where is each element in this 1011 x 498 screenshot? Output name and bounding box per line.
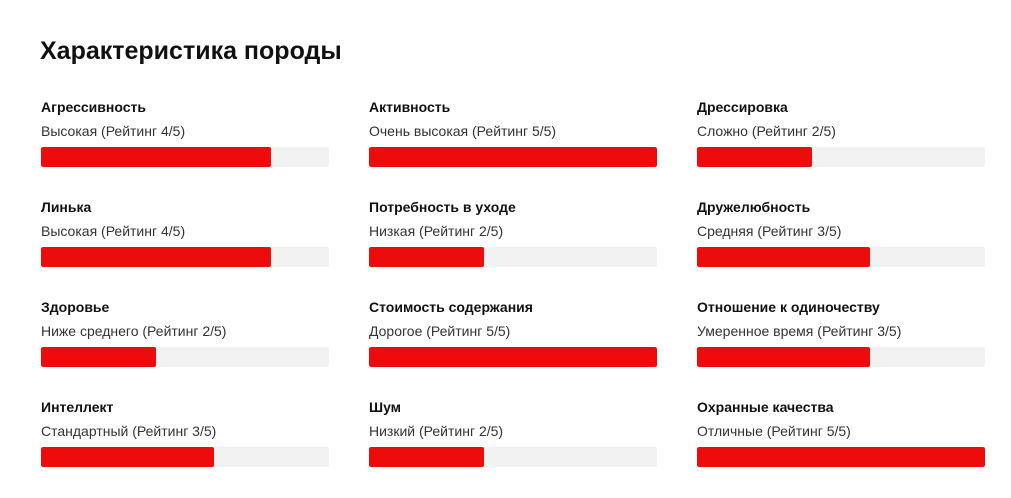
trait-maintenance-cost: Стоимость содержания Дорогое (Рейтинг 5/… (369, 298, 657, 398)
trait-noise: Шум Низкий (Рейтинг 2/5) (369, 398, 657, 498)
rating-bar-track (697, 447, 985, 467)
rating-bar-fill (697, 447, 985, 467)
trait-value: Ниже среднего (Рейтинг 2/5) (41, 323, 227, 339)
trait-name: Шум (369, 399, 402, 415)
trait-value: Очень высокая (Рейтинг 5/5) (369, 123, 557, 139)
trait-value: Низкий (Рейтинг 2/5) (369, 423, 504, 439)
rating-bar-fill (369, 147, 657, 167)
trait-name: Агрессивность (41, 99, 146, 115)
trait-name: Стоимость содержания (369, 299, 533, 315)
trait-value: Умеренное время (Рейтинг 3/5) (697, 323, 902, 339)
trait-health: Здоровье Ниже среднего (Рейтинг 2/5) (41, 298, 329, 398)
trait-value: Средняя (Рейтинг 3/5) (697, 223, 842, 239)
trait-name: Отношение к одиночеству (697, 299, 880, 315)
trait-intelligence: Интеллект Стандартный (Рейтинг 3/5) (41, 398, 329, 498)
rating-bar-fill (697, 147, 813, 167)
trait-name: Дружелюбность (697, 199, 811, 215)
trait-name: Охранные качества (697, 399, 834, 415)
rating-bar-track (369, 347, 657, 367)
trait-shedding: Линька Высокая (Рейтинг 4/5) (41, 198, 329, 298)
traits-grid: Агрессивность Высокая (Рейтинг 4/5) Акти… (41, 98, 985, 498)
rating-bar-fill (41, 247, 272, 267)
trait-value: Высокая (Рейтинг 4/5) (41, 123, 186, 139)
rating-bar-track (41, 347, 329, 367)
rating-bar-track (41, 247, 329, 267)
trait-name: Интеллект (41, 399, 114, 415)
rating-bar-track (369, 247, 657, 267)
trait-friendliness: Дружелюбность Средняя (Рейтинг 3/5) (697, 198, 985, 298)
trait-aggressiveness: Агрессивность Высокая (Рейтинг 4/5) (41, 98, 329, 198)
rating-bar-fill (41, 347, 157, 367)
trait-value: Стандартный (Рейтинг 3/5) (41, 423, 217, 439)
trait-value: Высокая (Рейтинг 4/5) (41, 223, 186, 239)
trait-name: Потребность в уходе (369, 199, 516, 215)
trait-value: Низкая (Рейтинг 2/5) (369, 223, 504, 239)
trait-value: Сложно (Рейтинг 2/5) (697, 123, 836, 139)
rating-bar-fill (369, 447, 485, 467)
rating-bar-track (697, 347, 985, 367)
section-title: Характеристика породы (40, 37, 342, 65)
rating-bar-track (41, 447, 329, 467)
trait-name: Активность (369, 99, 451, 115)
rating-bar-fill (369, 247, 485, 267)
rating-bar-track (369, 447, 657, 467)
rating-bar-fill (41, 447, 214, 467)
trait-name: Здоровье (41, 299, 110, 315)
trait-name: Линька (41, 199, 92, 215)
trait-name: Дрессировка (697, 99, 788, 115)
rating-bar-fill (369, 347, 657, 367)
rating-bar-track (697, 247, 985, 267)
rating-bar-fill (697, 347, 870, 367)
trait-trainability: Дрессировка Сложно (Рейтинг 2/5) (697, 98, 985, 198)
trait-activity: Активность Очень высокая (Рейтинг 5/5) (369, 98, 657, 198)
trait-attitude-to-loneliness: Отношение к одиночеству Умеренное время … (697, 298, 985, 398)
rating-bar-track (369, 147, 657, 167)
rating-bar-track (697, 147, 985, 167)
trait-grooming-needs: Потребность в уходе Низкая (Рейтинг 2/5) (369, 198, 657, 298)
rating-bar-fill (41, 147, 272, 167)
rating-bar-fill (697, 247, 870, 267)
rating-bar-track (41, 147, 329, 167)
trait-guarding-qualities: Охранные качества Отличные (Рейтинг 5/5) (697, 398, 985, 498)
trait-value: Отличные (Рейтинг 5/5) (697, 423, 851, 439)
trait-value: Дорогое (Рейтинг 5/5) (369, 323, 511, 339)
